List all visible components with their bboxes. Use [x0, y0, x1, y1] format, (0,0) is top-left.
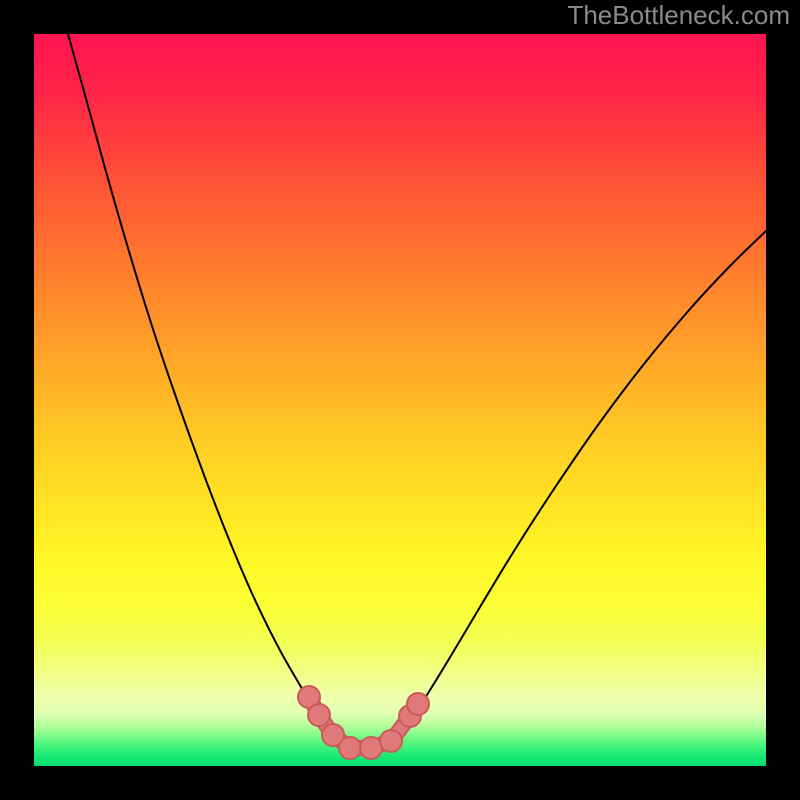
datapoint	[408, 694, 428, 714]
chart-border-bottom	[0, 766, 800, 800]
chart-svg: TheBottleneck.com	[0, 0, 800, 800]
datapoint	[340, 738, 360, 758]
datapoint	[381, 731, 401, 751]
chart-root: TheBottleneck.com	[0, 0, 800, 800]
watermark-text: TheBottleneck.com	[567, 0, 790, 30]
plot-background	[34, 34, 766, 766]
chart-border-left	[0, 0, 34, 800]
datapoint	[309, 705, 329, 725]
datapoint	[361, 738, 381, 758]
chart-border-right	[766, 0, 800, 800]
